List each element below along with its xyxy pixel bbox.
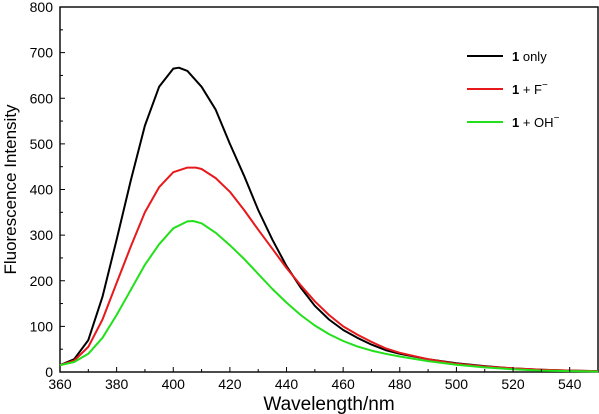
series-layer bbox=[59, 66, 599, 373]
x-tick-label: 380 bbox=[105, 376, 129, 392]
series-line-3 bbox=[59, 220, 599, 373]
x-axis-ticks: 360 380 400 420 440 460 480 500 520 540 bbox=[48, 367, 582, 392]
legend-label: 1 only bbox=[512, 49, 547, 64]
y-tick-label: 100 bbox=[30, 318, 54, 334]
x-tick-label: 480 bbox=[388, 376, 412, 392]
y-tick-label: 800 bbox=[30, 0, 54, 15]
legend-item-1: 1 only bbox=[467, 49, 547, 64]
y-tick-label: 0 bbox=[45, 364, 53, 380]
plot-area bbox=[59, 6, 599, 373]
x-tick-label: 400 bbox=[162, 376, 186, 392]
x-tick-label: 540 bbox=[558, 376, 582, 392]
y-axis-title: Fluorescence Intensity bbox=[1, 104, 20, 275]
y-tick-label: 500 bbox=[30, 136, 54, 152]
y-tick-label: 600 bbox=[30, 90, 54, 106]
legend-label: 1 + F− bbox=[512, 80, 548, 97]
legend-label: 1 + OH− bbox=[512, 113, 560, 130]
y-tick-label: 200 bbox=[30, 273, 54, 289]
x-tick-label: 520 bbox=[501, 376, 525, 392]
x-tick-label: 420 bbox=[218, 376, 242, 392]
x-tick-label: 500 bbox=[445, 376, 469, 392]
x-axis-title: Wavelength/nm bbox=[263, 394, 394, 414]
y-tick-label: 700 bbox=[30, 45, 54, 61]
y-axis-ticks: 0 100 200 300 400 500 600 700 800 bbox=[30, 0, 65, 380]
legend: 1 only 1 + F− 1 + OH− bbox=[467, 49, 560, 130]
y-tick-label: 400 bbox=[30, 182, 54, 198]
x-tick-label: 360 bbox=[48, 376, 72, 392]
x-tick-label: 460 bbox=[331, 376, 355, 392]
legend-item-3: 1 + OH− bbox=[467, 113, 560, 130]
legend-item-2: 1 + F− bbox=[467, 80, 548, 97]
y-tick-label: 300 bbox=[30, 227, 54, 243]
series-line-2 bbox=[59, 166, 599, 373]
x-tick-label: 440 bbox=[275, 376, 299, 392]
series-line-1 bbox=[59, 66, 599, 373]
